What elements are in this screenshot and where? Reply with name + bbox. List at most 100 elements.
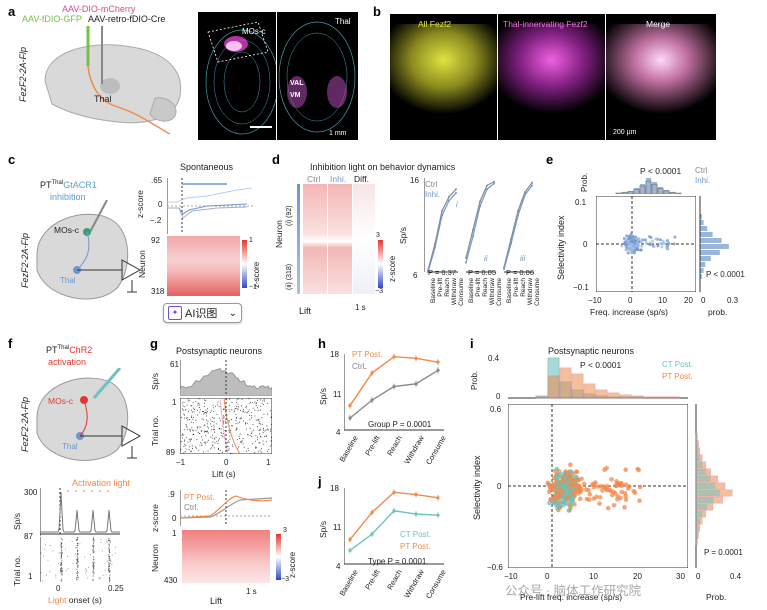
scatter-point xyxy=(571,477,576,483)
scatter-plot-e xyxy=(596,196,696,292)
mouse-label-a: FezF2-2A-Flp xyxy=(18,46,28,102)
histogram-top-e xyxy=(615,178,682,194)
spike xyxy=(61,546,63,548)
spike xyxy=(60,549,62,551)
spike xyxy=(206,419,207,421)
xtick-right-e-1: 0.3 xyxy=(727,296,739,305)
ytick-e-2: −0.1 xyxy=(573,283,589,292)
spike xyxy=(247,447,249,449)
neuron-label-d: Neuron xyxy=(274,220,284,248)
spike xyxy=(231,418,232,420)
ztick-g-0: .9 xyxy=(168,490,175,499)
spike xyxy=(77,544,79,547)
hist-bar-pt xyxy=(631,395,644,399)
scatter-point xyxy=(623,493,628,499)
spike xyxy=(220,428,222,430)
spike xyxy=(204,399,206,401)
psth-trace xyxy=(40,491,120,533)
spike xyxy=(188,399,190,401)
spike xyxy=(76,565,78,567)
spike xyxy=(255,447,257,449)
spike xyxy=(223,422,224,424)
spike xyxy=(184,440,185,442)
spike xyxy=(202,419,204,421)
spike xyxy=(61,574,63,576)
scatter-point xyxy=(628,245,632,249)
spike xyxy=(241,440,243,442)
scatter-point xyxy=(577,489,583,495)
brain-schematic-c xyxy=(36,200,142,300)
spike xyxy=(259,450,261,452)
spike xyxy=(77,553,78,555)
spike xyxy=(92,564,94,566)
spike xyxy=(204,430,206,432)
scatter-point xyxy=(609,477,614,482)
spike xyxy=(188,438,190,440)
spike xyxy=(114,552,116,554)
cbar-label-d: z-score xyxy=(388,255,397,282)
hist-bar-outline xyxy=(633,188,640,194)
scatter-point xyxy=(549,484,555,489)
spike xyxy=(79,543,81,545)
spike xyxy=(72,562,74,564)
spike xyxy=(93,563,94,565)
scatter-point xyxy=(554,474,560,480)
spike xyxy=(67,567,69,570)
scatter-point xyxy=(635,466,640,472)
spike xyxy=(92,575,94,577)
legend-pt-i: PT Post. xyxy=(662,372,693,381)
ylabel-d: Sp/s xyxy=(398,226,408,244)
scatter-point xyxy=(569,469,575,475)
spike xyxy=(228,420,230,422)
ytick-j-2: 4 xyxy=(336,562,341,571)
panel-letter-b: b xyxy=(373,4,381,19)
img-label-mos: MOs-c xyxy=(242,27,266,36)
ct-post-line xyxy=(349,510,439,551)
spike xyxy=(198,426,200,428)
spike xyxy=(201,443,203,445)
prob-tick-i-0: 0.4 xyxy=(488,354,500,363)
spike xyxy=(183,401,185,403)
spike xyxy=(195,401,197,403)
ai-image-recognition-button[interactable]: ✦ AI识图 ⌄ xyxy=(163,303,242,323)
spike xyxy=(191,409,193,411)
spike xyxy=(252,407,254,409)
spike xyxy=(186,404,188,406)
lift-label-g: Lift xyxy=(210,596,223,606)
spike xyxy=(76,539,78,541)
spike xyxy=(93,547,95,549)
spike xyxy=(228,431,230,433)
psth-area xyxy=(180,367,272,396)
scatter-point xyxy=(572,482,578,488)
spike xyxy=(92,549,94,551)
spike xyxy=(229,398,230,400)
scatter-point xyxy=(557,487,562,493)
spike xyxy=(213,428,214,430)
hist-bar-outline xyxy=(645,180,652,194)
hist-bar xyxy=(700,238,722,243)
hist-bar-pt xyxy=(595,389,608,399)
scatter-point xyxy=(652,245,656,249)
spike xyxy=(77,553,79,556)
thal-label-c: Thal xyxy=(60,276,76,285)
spike xyxy=(76,579,78,581)
spike xyxy=(98,577,100,579)
spike xyxy=(187,411,189,413)
spike xyxy=(203,405,205,407)
spike xyxy=(109,574,111,576)
spike xyxy=(271,413,272,415)
spike xyxy=(189,429,191,431)
spike xyxy=(250,401,252,403)
spike xyxy=(108,550,110,553)
spike xyxy=(213,421,215,423)
spike xyxy=(77,570,79,573)
spike xyxy=(236,417,237,419)
line-plot-h xyxy=(344,353,444,431)
watermark: 公众号 · 脑体工作研究院 xyxy=(505,584,642,598)
spike xyxy=(235,419,237,421)
spike xyxy=(109,570,111,572)
spike xyxy=(264,430,266,432)
spike xyxy=(111,554,113,556)
spike xyxy=(216,413,218,415)
spike xyxy=(206,430,208,432)
